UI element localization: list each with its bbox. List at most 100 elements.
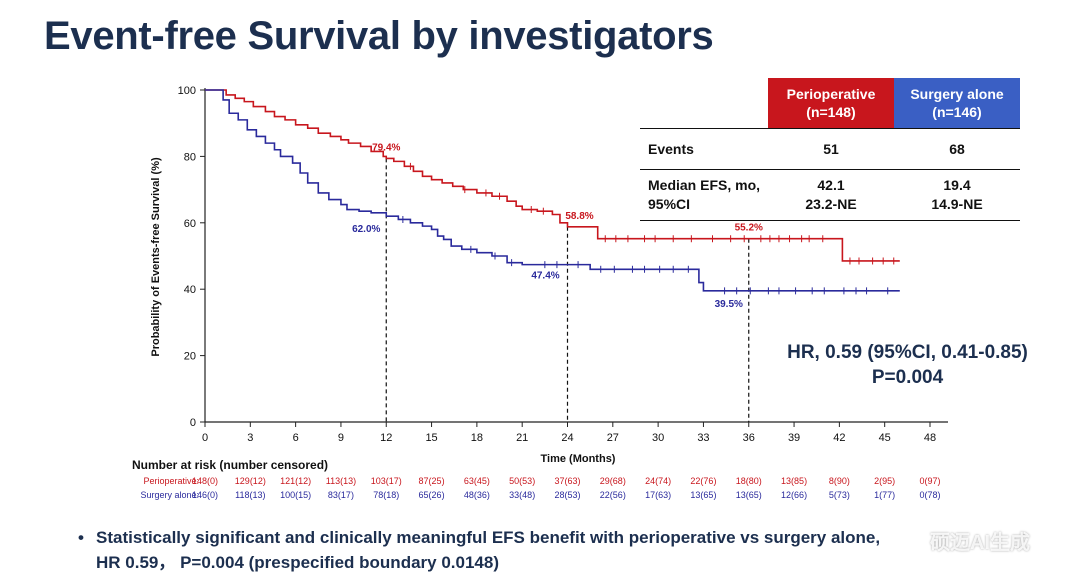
x-axis-label: Time (Months) xyxy=(541,453,616,465)
y-tick-label: 20 xyxy=(184,351,196,363)
risk-value: 29(68) xyxy=(600,476,626,486)
events-label: Events xyxy=(648,141,694,157)
x-tick-label: 12 xyxy=(380,432,392,444)
risk-value: 0(78) xyxy=(919,490,940,500)
risk-value: 78(18) xyxy=(373,490,399,500)
y-tick-label: 60 xyxy=(184,218,196,230)
median-efs-perioperative: 42.1 23.2-NE xyxy=(768,176,894,214)
risk-value: 113(13) xyxy=(326,476,356,486)
x-tick-label: 9 xyxy=(338,432,344,444)
hazard-ratio-line1: HR, 0.59 (95%CI, 0.41-0.85) xyxy=(787,342,1028,363)
median-efs-perioperative-value: 42.1 xyxy=(817,177,845,193)
risk-value: 17(63) xyxy=(645,490,671,500)
table-row-events: Events 51 68 xyxy=(640,128,1020,169)
x-tick-label: 0 xyxy=(202,432,208,444)
slide-title: Event-free Survival by investigators xyxy=(44,14,714,58)
risk-value: 2(95) xyxy=(874,476,895,486)
risk-value: 13(65) xyxy=(736,490,762,500)
p-value: P=0.004 xyxy=(871,367,944,388)
curve-surgery-alone xyxy=(205,89,900,292)
annotation-label: 39.5% xyxy=(715,299,743,310)
median-efs-label-line2: 95%CI xyxy=(648,196,691,212)
hazard-ratio: HR, 0.59 (95%CI, 0.41-0.85) P=0.004 xyxy=(785,340,1030,390)
x-tick-label: 3 xyxy=(247,432,253,444)
bullet-line1: Statistically significant and clinically… xyxy=(96,528,881,547)
risk-value: 63(45) xyxy=(464,476,490,486)
annotation-label: 79.4% xyxy=(372,142,400,153)
risk-value: 33(48) xyxy=(509,490,535,500)
risk-value: 103(17) xyxy=(371,476,402,486)
y-tick-label: 80 xyxy=(184,151,196,163)
x-tick-label: 36 xyxy=(743,432,755,444)
y-tick-label: 0 xyxy=(190,417,196,429)
curve-perioperative xyxy=(205,89,900,262)
risk-value: 83(17) xyxy=(328,490,354,500)
x-tick-label: 27 xyxy=(607,432,619,444)
risk-value: 129(12) xyxy=(235,476,266,486)
header-surgery-name: Surgery alone xyxy=(910,86,1004,102)
median-efs-perioperative-ci: 23.2-NE xyxy=(805,196,857,212)
risk-value: 0(97) xyxy=(919,476,940,486)
watermark: 硕迈AI生成 xyxy=(930,532,1030,554)
risk-value: 146(0) xyxy=(192,490,218,500)
risk-table-title: Number at risk (number censored) xyxy=(132,458,329,472)
events-perioperative: 51 xyxy=(823,141,839,157)
risk-value: 8(90) xyxy=(829,476,850,486)
bullet-line2: HR 0.59， P=0.004 (prespecified boundary … xyxy=(96,553,499,572)
x-tick-label: 15 xyxy=(425,432,437,444)
risk-value: 100(15) xyxy=(280,490,311,500)
bullet-point: • Statistically significant and clinical… xyxy=(78,525,881,575)
annotation-label: 62.0% xyxy=(352,224,380,235)
risk-value: 18(80) xyxy=(736,476,762,486)
risk-value: 118(13) xyxy=(235,490,265,500)
median-efs-surgery-value: 19.4 xyxy=(943,177,971,193)
x-tick-label: 39 xyxy=(788,432,800,444)
x-tick-label: 48 xyxy=(924,432,936,444)
risk-row-label: Surgery alone: xyxy=(140,490,199,500)
x-tick-label: 24 xyxy=(561,432,573,444)
risk-value: 5(73) xyxy=(829,490,850,500)
risk-value: 148(0) xyxy=(192,476,218,486)
annotation-label: 47.4% xyxy=(531,271,559,282)
annotation-label: 58.8% xyxy=(565,211,593,222)
events-surgery: 68 xyxy=(949,141,965,157)
risk-value: 48(36) xyxy=(464,490,490,500)
risk-value: 87(25) xyxy=(419,476,445,486)
header-surgery: Surgery alone (n=146) xyxy=(894,78,1020,128)
x-tick-label: 6 xyxy=(293,432,299,444)
header-perioperative-name: Perioperative xyxy=(786,86,876,102)
y-tick-label: 40 xyxy=(184,284,196,296)
risk-value: 13(85) xyxy=(781,476,807,486)
risk-row-label: Perioperative: xyxy=(143,476,199,486)
x-tick-label: 45 xyxy=(879,432,891,444)
median-efs-label: Median EFS, mo, 95%CI xyxy=(640,176,768,214)
risk-value: 121(12) xyxy=(280,476,311,486)
annotation-label: 55.2% xyxy=(735,223,763,234)
header-perioperative: Perioperative (n=148) xyxy=(768,78,894,128)
x-tick-label: 21 xyxy=(516,432,528,444)
header-surgery-n: (n=146) xyxy=(932,104,982,120)
summary-table: Perioperative (n=148) Surgery alone (n=1… xyxy=(640,78,1020,221)
y-axis-label: Probability of Events-free Survival (%) xyxy=(150,157,162,357)
risk-value: 24(74) xyxy=(645,476,671,486)
x-tick-label: 30 xyxy=(652,432,664,444)
risk-value: 1(77) xyxy=(874,490,895,500)
risk-value: 65(26) xyxy=(419,490,445,500)
risk-value: 13(65) xyxy=(690,490,716,500)
y-tick-label: 100 xyxy=(178,85,196,97)
x-tick-label: 42 xyxy=(833,432,845,444)
bullet-dot-icon: • xyxy=(78,528,84,547)
median-efs-surgery: 19.4 14.9-NE xyxy=(894,176,1020,214)
risk-value: 50(53) xyxy=(509,476,535,486)
risk-value: 12(66) xyxy=(781,490,807,500)
x-tick-label: 18 xyxy=(471,432,483,444)
table-row-median-efs: Median EFS, mo, 95%CI 42.1 23.2-NE 19.4 … xyxy=(640,169,1020,221)
x-tick-label: 33 xyxy=(697,432,709,444)
risk-value: 22(76) xyxy=(690,476,716,486)
median-efs-surgery-ci: 14.9-NE xyxy=(931,196,983,212)
summary-table-header: Perioperative (n=148) Surgery alone (n=1… xyxy=(640,78,1020,128)
risk-value: 22(56) xyxy=(600,490,626,500)
header-perioperative-n: (n=148) xyxy=(806,104,856,120)
risk-value: 28(53) xyxy=(554,490,580,500)
